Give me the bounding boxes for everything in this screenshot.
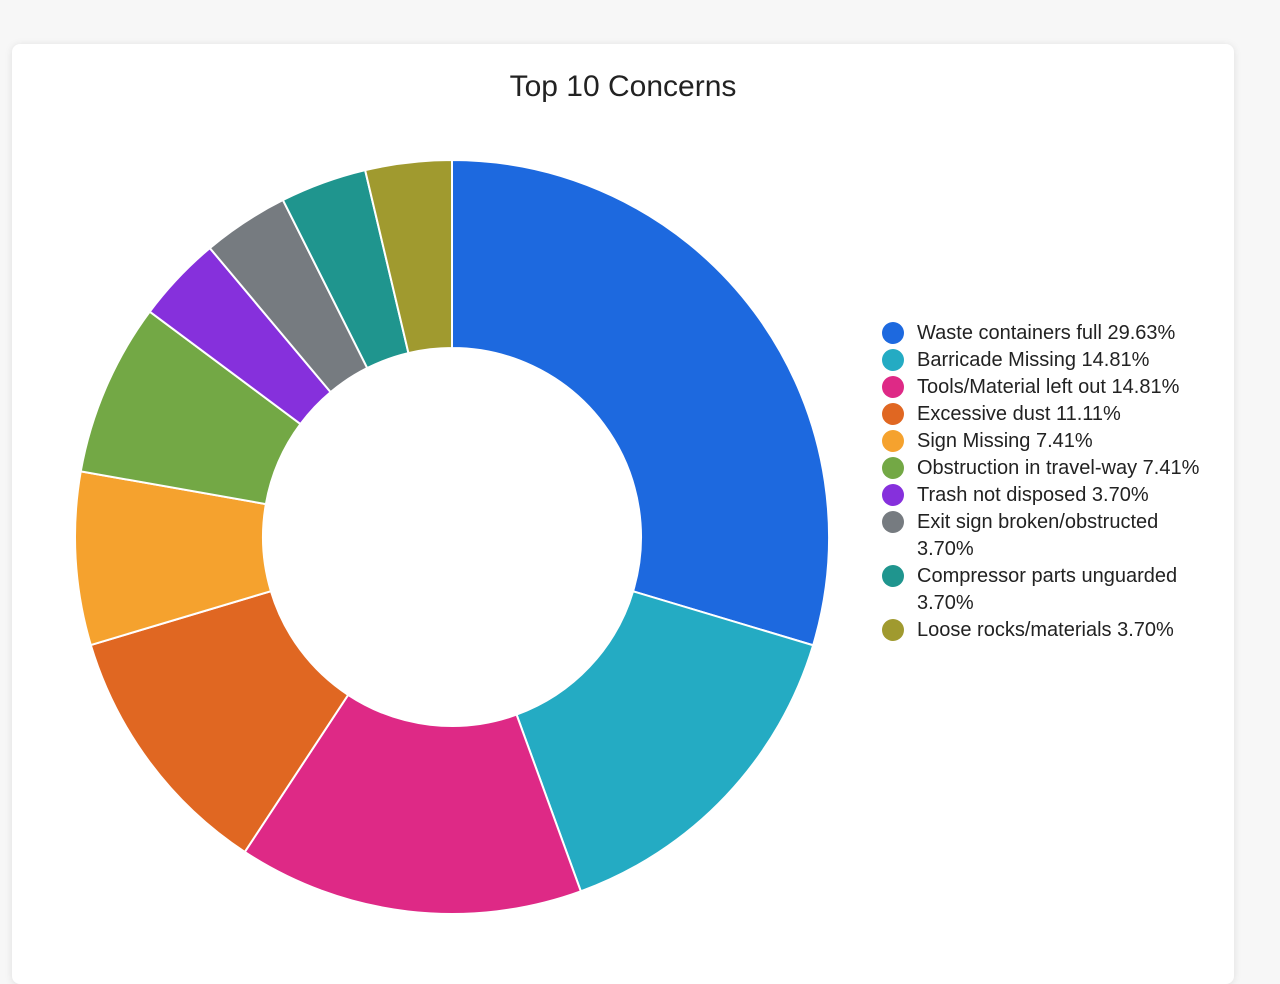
legend-percent: 7.41% xyxy=(1035,430,1093,452)
legend-label: Waste containers full xyxy=(917,322,1102,344)
legend-percent: 3.70% xyxy=(1091,484,1149,506)
legend-percent: 3.70% xyxy=(917,538,974,560)
legend-label: Loose rocks/materials xyxy=(917,619,1112,641)
legend-item[interactable]: Tools/Material left out 14.81% xyxy=(882,374,1202,401)
legend-percent: 3.70% xyxy=(1117,619,1174,641)
legend-item[interactable]: Compressor parts unguarded 3.70% xyxy=(882,563,1202,617)
legend-marker-icon xyxy=(882,349,904,371)
chart-legend: Waste containers full 29.63% Barricade Mi… xyxy=(882,320,1202,644)
chart-title: Top 10 Concerns xyxy=(509,70,737,103)
legend-label: Excessive dust xyxy=(917,403,1051,425)
legend-item[interactable]: Loose rocks/materials 3.70% xyxy=(882,617,1202,644)
legend-item[interactable]: Barricade Missing 14.81% xyxy=(882,347,1202,374)
legend-item[interactable]: Waste containers full 29.63% xyxy=(882,320,1202,347)
legend-percent: 7.41% xyxy=(1142,457,1200,479)
legend-percent: 29.63% xyxy=(1107,322,1176,344)
legend-marker-icon xyxy=(882,484,904,506)
legend-marker-icon xyxy=(882,457,904,479)
donut-slice-2[interactable] xyxy=(515,590,815,893)
legend-item[interactable]: Trash not disposed 3.70% xyxy=(882,482,1202,509)
legend-item[interactable]: Sign Missing 7.41% xyxy=(882,428,1202,455)
legend-item[interactable]: Excessive dust 11.11% xyxy=(882,401,1202,428)
legend-marker-icon xyxy=(882,565,904,587)
legend-marker-icon xyxy=(882,403,904,425)
legend-label: Obstruction in travel-way xyxy=(917,457,1138,479)
legend-marker-icon xyxy=(882,430,904,452)
legend-label: Trash not disposed xyxy=(917,484,1087,506)
chart-card: Top 10 Concerns Waste containers full 29… xyxy=(12,44,1234,984)
legend-item[interactable]: Obstruction in travel-way 7.41% xyxy=(882,455,1202,482)
legend-label: Tools/Material left out xyxy=(917,376,1106,398)
legend-marker-icon xyxy=(882,376,904,398)
legend-label: Exit sign broken/obstructed xyxy=(917,511,1159,533)
legend-percent: 14.81% xyxy=(1081,349,1150,371)
legend-percent: 3.70% xyxy=(917,592,974,614)
legend-marker-icon xyxy=(882,619,904,641)
legend-item[interactable]: Exit sign broken/obstructed 3.70% xyxy=(882,509,1202,563)
donut-slice-4[interactable] xyxy=(89,589,350,854)
legend-percent: 11.11% xyxy=(1055,403,1121,425)
donut-slice-1[interactable] xyxy=(451,158,830,647)
legend-percent: 14.81% xyxy=(1111,376,1180,398)
legend-marker-icon xyxy=(882,511,904,533)
donut-slice-3[interactable] xyxy=(243,693,583,915)
legend-label: Barricade Missing xyxy=(917,349,1076,371)
legend-label: Compressor parts unguarded xyxy=(917,565,1178,587)
legend-label: Sign Missing xyxy=(917,430,1031,452)
legend-marker-icon xyxy=(882,322,904,344)
donut-slice-10[interactable] xyxy=(363,158,453,355)
donut-chart xyxy=(74,158,830,915)
